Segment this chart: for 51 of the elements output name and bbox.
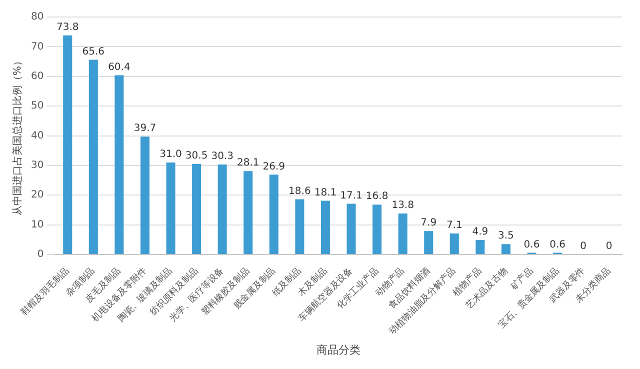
bar	[166, 162, 176, 254]
bar	[218, 164, 227, 254]
data-label: 0	[606, 241, 612, 252]
bar	[269, 174, 278, 254]
data-label: 17.1	[340, 190, 362, 202]
data-label: 7.1	[446, 220, 462, 232]
bar	[501, 244, 510, 254]
data-label: 65.6	[82, 46, 105, 58]
y-tick-label: 30	[30, 160, 44, 172]
y-tick-label: 0	[37, 249, 44, 260]
data-label: 7.9	[420, 218, 437, 229]
y-tick-label: 80	[30, 12, 44, 23]
data-label: 30.5	[185, 150, 208, 162]
data-label: 13.8	[392, 200, 414, 212]
data-label: 3.5	[498, 230, 514, 242]
y-tick-label: 10	[30, 219, 44, 230]
bar	[372, 204, 382, 254]
data-label: 31.0	[160, 149, 182, 160]
data-label: 60.4	[108, 62, 130, 73]
bar	[192, 164, 202, 254]
y-axis-title: 从中国进口占美国总进口比例（%）	[12, 56, 24, 216]
bar	[63, 35, 72, 254]
x-axis-title: 商品分类	[316, 343, 360, 356]
y-tick-label: 20	[30, 190, 44, 201]
data-label: 0	[580, 241, 587, 252]
data-label: 28.1	[236, 158, 260, 169]
data-label: 4.9	[472, 226, 488, 238]
bar	[476, 240, 485, 254]
bar	[244, 171, 253, 254]
bar	[295, 199, 304, 254]
bar	[346, 204, 356, 254]
data-label: 0.6	[524, 239, 540, 250]
data-label: 16.8	[366, 191, 388, 202]
y-tick-label: 70	[30, 41, 44, 52]
bar	[140, 136, 150, 254]
bar	[88, 60, 98, 254]
data-label: 26.9	[262, 161, 286, 172]
data-label: 18.6	[288, 186, 311, 197]
y-tick-label: 60	[30, 70, 44, 82]
data-label: 39.7	[134, 123, 156, 134]
bar	[114, 75, 124, 254]
data-label: 18.1	[314, 187, 337, 198]
y-tick-label: 50	[30, 100, 44, 112]
data-label: 73.8	[56, 22, 79, 33]
bar	[320, 200, 330, 254]
y-tick-label: 40	[30, 130, 44, 142]
bar	[398, 214, 408, 254]
data-label: 30.3	[211, 151, 234, 162]
bar	[424, 231, 434, 254]
bar	[450, 233, 459, 254]
data-label: 0.6	[550, 239, 566, 250]
